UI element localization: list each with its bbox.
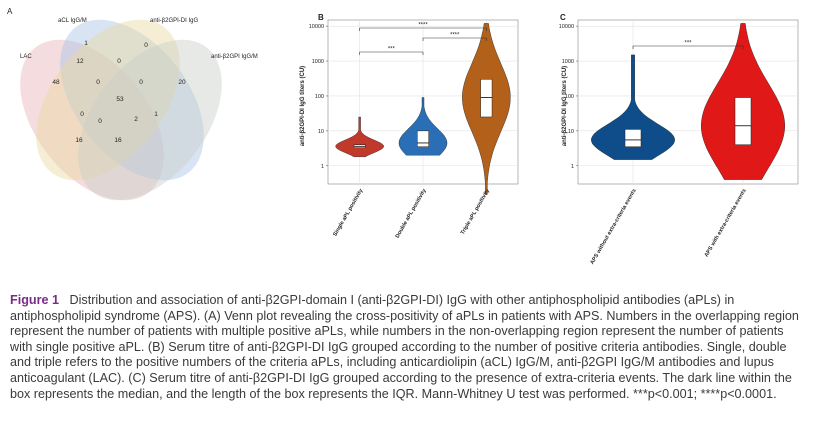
venn-count: 1 (84, 40, 88, 47)
venn-set-label: LAC (20, 54, 32, 60)
figure-canvas: A LAC aCL IgG/M anti-β2GPI-DI IgG anti-β… (7, 7, 799, 266)
caption-text: Distribution and association of anti-β2G… (10, 293, 799, 401)
significance-label: *** (388, 47, 396, 53)
venn-count: 0 (139, 79, 143, 86)
venn-count: 1 (154, 111, 158, 118)
significance-bracket (422, 37, 487, 41)
significance-label: *** (684, 41, 692, 47)
panel-b-label: B (318, 13, 324, 22)
venn-count: 0 (144, 42, 148, 49)
venn-count: 0 (98, 118, 102, 125)
venn-set-2 (60, 19, 204, 181)
violin-panel-c: C anti-β2GPI-DI IgG titers (CU) 1 10 100 10… (559, 13, 799, 266)
y-tick-label: 10 (318, 129, 324, 135)
y-tick-label: 10000 (559, 24, 574, 30)
iqr-box (480, 79, 493, 118)
venn-panel: A LAC aCL IgG/M anti-β2GPI-DI IgG anti-β… (7, 7, 258, 201)
venn-set-3 (36, 19, 180, 181)
y-tick-label: 100 (565, 94, 574, 100)
y-tick-label: 1000 (312, 59, 324, 65)
iqr-box (734, 97, 752, 145)
x-tick-label: APS without extra-criteria events (589, 188, 637, 266)
venn-count: 12 (76, 58, 84, 65)
x-tick-label: Double aPL positivity (395, 187, 429, 239)
panel-c-label: C (560, 13, 566, 22)
venn-set-1 (20, 39, 164, 201)
y-tick-label: 1 (571, 164, 574, 170)
panel-a-label: A (7, 7, 13, 16)
y-axis-label: anti-β2GPI-DI IgG titers (CU) (300, 66, 306, 146)
significance-label: **** (450, 33, 460, 39)
venn-count: 0 (117, 58, 121, 65)
venn-set-label: aCL IgG/M (58, 18, 87, 24)
venn-set-label: anti-β2GPI IgG/M (211, 54, 258, 60)
significance-bracket (359, 27, 487, 31)
venn-count: 53 (116, 96, 124, 103)
venn-count: 0 (96, 79, 100, 86)
violin-panel-b: B anti-β2GPI-DI IgG titers (CU) 1 10 100 10… (300, 13, 519, 239)
x-tick-label: Single aPL positivity (332, 187, 365, 237)
y-tick-label: 10000 (309, 24, 324, 30)
venn-count: 16 (114, 137, 122, 144)
significance-bracket (359, 51, 424, 55)
figure-caption: Figure 1 Distribution and association of… (10, 293, 805, 402)
venn-set-label: anti-β2GPI-DI IgG (150, 18, 198, 24)
y-tick-label: 1000 (562, 59, 574, 65)
figure-number: Figure 1 (10, 293, 59, 307)
significance-label: **** (418, 23, 428, 29)
venn-count: 16 (75, 137, 83, 144)
y-tick-label: 1 (321, 164, 324, 170)
iqr-box (624, 129, 642, 148)
x-tick-label: APS with extra-criteria events (704, 188, 748, 258)
violin-shape (398, 97, 448, 156)
iqr-box (417, 130, 429, 148)
y-tick-label: 100 (315, 94, 324, 100)
x-tick-label: Triple aPL positivity (460, 187, 492, 236)
venn-set-4 (78, 39, 222, 201)
violin-shape (591, 54, 675, 160)
violin-shape (335, 116, 384, 157)
venn-count: 48 (52, 79, 60, 86)
venn-count: 2 (134, 116, 138, 123)
y-tick-label: 10 (568, 129, 574, 135)
y-axis-label: anti-β2GPI-DI IgG titers (CU) (562, 66, 568, 146)
venn-count: 0 (80, 111, 84, 118)
venn-count: 20 (178, 79, 186, 86)
significance-bracket (632, 45, 744, 49)
